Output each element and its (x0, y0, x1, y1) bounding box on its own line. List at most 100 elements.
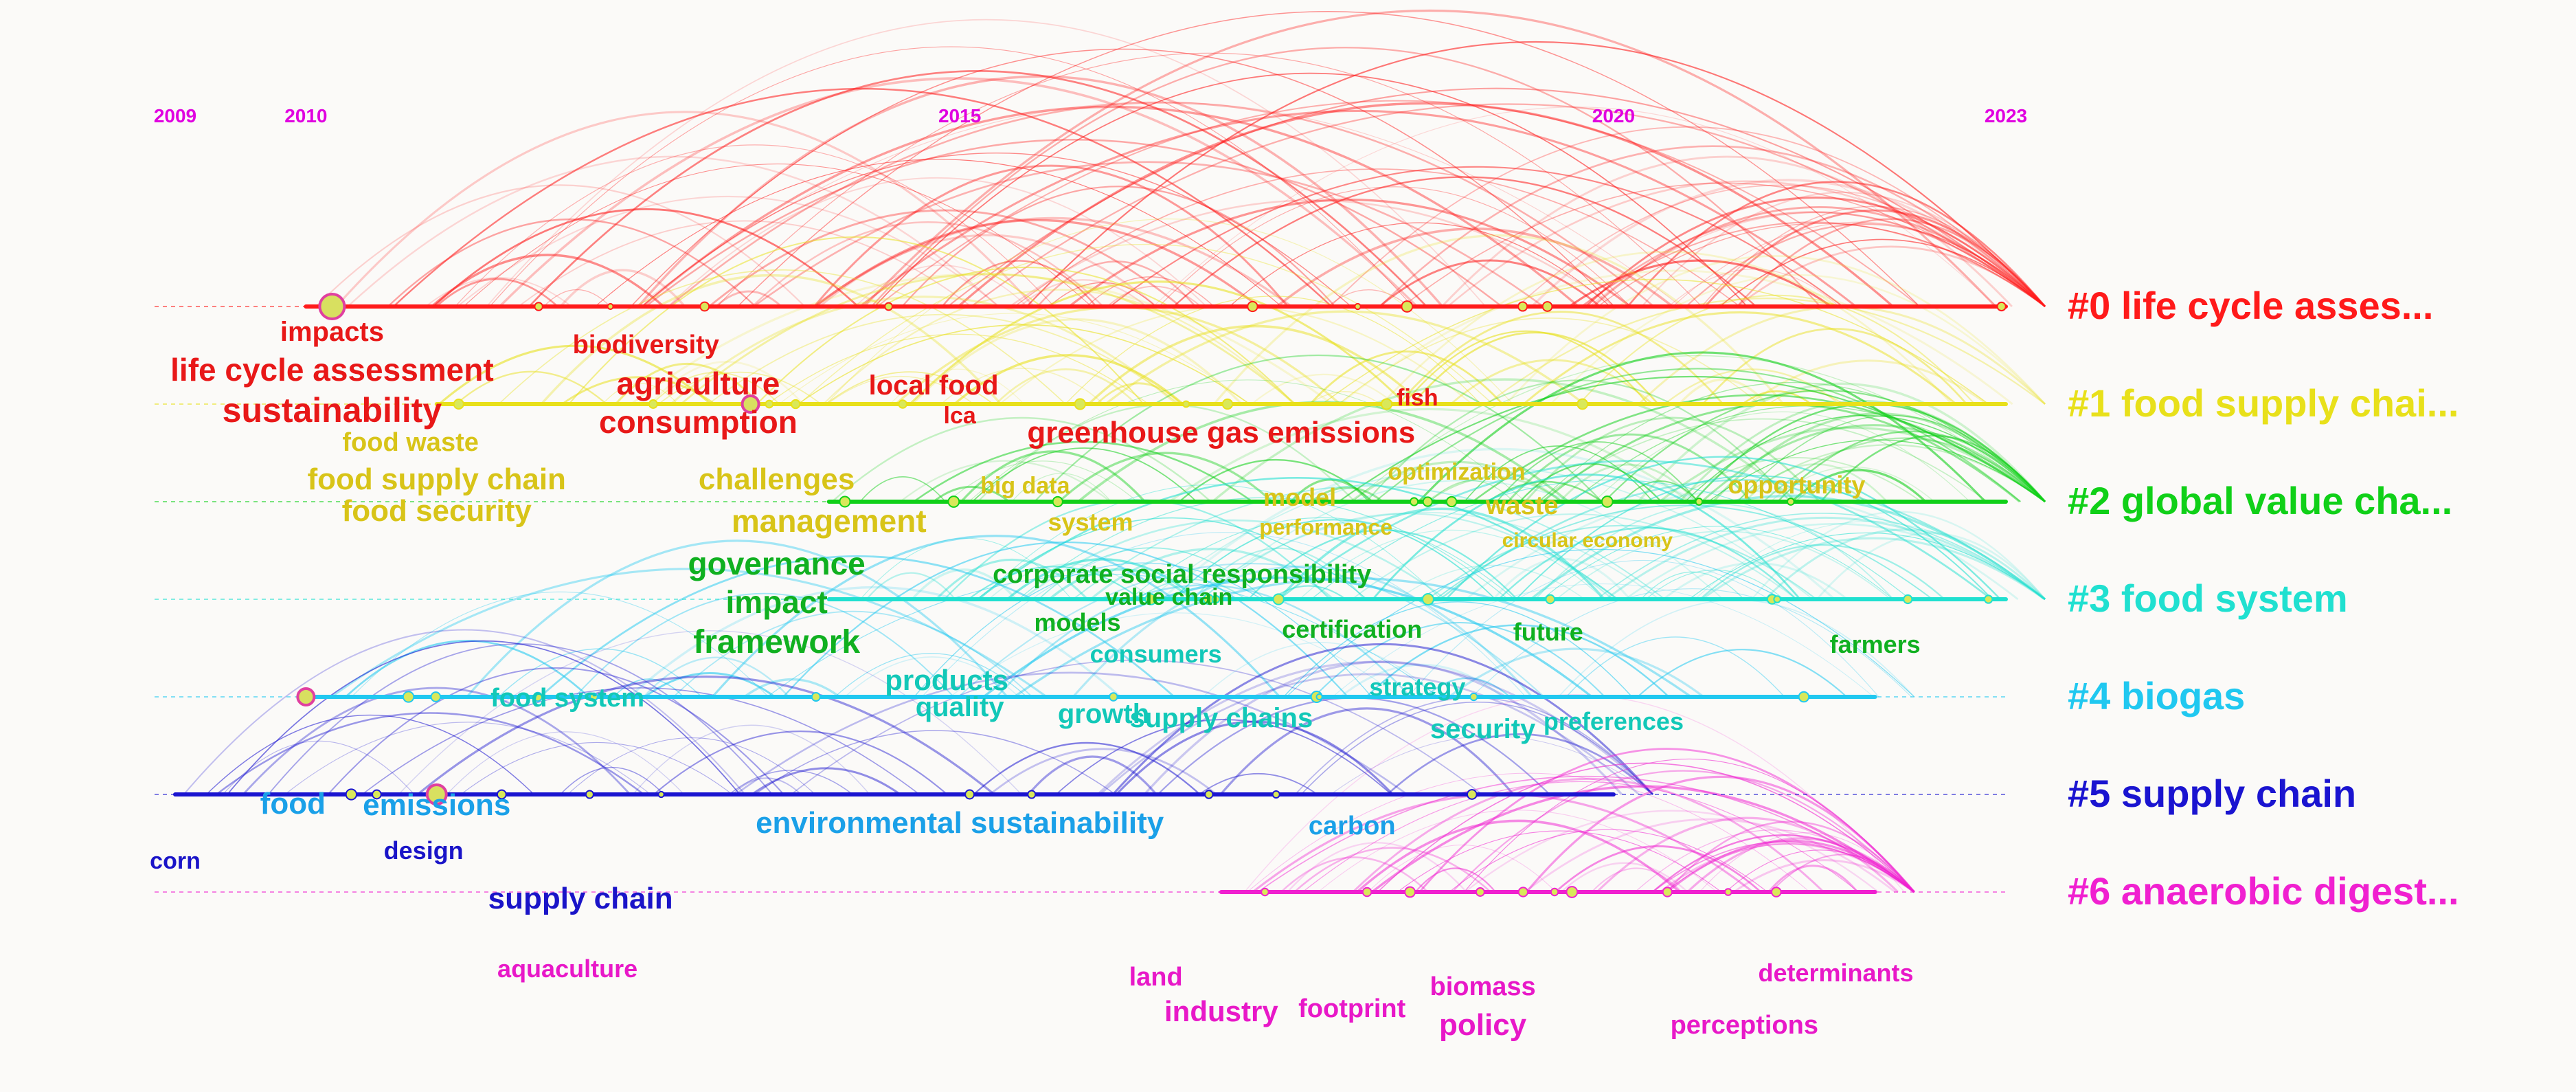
citation-arc (1229, 222, 1611, 307)
citation-arcs (183, 10, 2046, 893)
citation-arc (1096, 660, 1654, 796)
keyword-node (1475, 887, 1485, 897)
citation-arc (1535, 503, 1894, 600)
citation-arc (1087, 325, 1423, 405)
keyword-label: supply chain (488, 882, 673, 915)
citation-arc (1397, 830, 1722, 893)
citation-arc (431, 254, 665, 308)
keyword-node (372, 789, 382, 800)
citation-arc (1439, 479, 2046, 600)
keyword-label: food supply chain (307, 463, 565, 496)
citation-arc (1381, 251, 1953, 405)
citation-arc (1585, 197, 2046, 308)
citation-arc (645, 139, 1502, 307)
citation-arc (1816, 532, 2046, 600)
citation-arc (1702, 328, 1967, 405)
keyword-node (1445, 495, 1458, 508)
keyword-node (532, 691, 543, 702)
citation-arc (498, 269, 1066, 405)
citation-arc (1021, 519, 1447, 601)
citation-arc (1751, 511, 2046, 600)
cluster-label-c2: #2 global value cha... (2068, 479, 2452, 522)
citation-arc (778, 313, 1250, 405)
citation-arc (822, 289, 1294, 405)
citation-arc (1178, 459, 1374, 502)
citation-arc (947, 460, 1138, 502)
citation-arc (1448, 647, 1705, 698)
keyword-label: footprint (1298, 994, 1406, 1023)
keyword-node (1052, 495, 1063, 508)
citation-arc (574, 592, 954, 698)
cluster-label-c3: #3 food system (2068, 577, 2348, 620)
citation-arc (1701, 424, 2046, 503)
citation-arc (1158, 186, 1631, 307)
citation-arc (416, 676, 995, 796)
citation-arc (1708, 439, 2046, 502)
citation-arc (1116, 720, 1394, 796)
citation-arc (901, 186, 1336, 307)
citation-arc (947, 87, 2046, 307)
citation-arc (1463, 758, 1915, 893)
citation-arc (1143, 660, 1623, 796)
citation-arc (673, 610, 1033, 698)
citation-arc (711, 535, 1281, 698)
citation-arc (489, 46, 1413, 307)
citation-arc (1414, 867, 1496, 893)
citation-arc (1605, 516, 2046, 601)
citation-arc (1524, 818, 1896, 893)
citation-arc (935, 559, 1089, 601)
citation-arc (1109, 166, 1844, 307)
keyword-node (1404, 886, 1416, 898)
keyword-label: carbon (1309, 812, 1396, 840)
keyword-label: corporate social responsibility (993, 560, 1371, 589)
citation-arc (1318, 810, 1717, 893)
citation-arc (921, 532, 1526, 698)
citation-arc (913, 441, 1254, 503)
citation-arc (1153, 107, 1997, 307)
citation-arc (1447, 180, 2046, 307)
citation-arc (1505, 255, 2046, 405)
citation-arc (960, 450, 1146, 503)
citation-arc (1550, 274, 2046, 405)
year-label-2020: 2020 (1592, 105, 1635, 126)
keyword-label: perceptions (1671, 1011, 1818, 1040)
citation-arc (1530, 179, 2046, 308)
citation-arc (1340, 663, 1504, 698)
citation-arc (1311, 479, 1911, 600)
citation-arc (1058, 452, 1274, 503)
keyword-label: land (1129, 963, 1183, 992)
citation-arc (667, 177, 1208, 307)
citation-arc (637, 101, 1682, 307)
keyword-label: environmental sustainability (756, 806, 1164, 840)
citation-arc (1770, 466, 1935, 502)
citation-arc (1699, 544, 1945, 600)
keyword-label: biodiversity (573, 331, 719, 359)
keyword-node (1261, 887, 1269, 897)
keyword-label: industry (1164, 995, 1278, 1027)
citation-arc (971, 447, 1197, 502)
citation-arc (1027, 755, 1157, 796)
citation-arc (436, 278, 558, 308)
keyword-label: consumption (599, 404, 798, 440)
citation-arc (1302, 781, 1860, 893)
keyword-label: food (260, 787, 326, 821)
keyword-label: agriculture (617, 366, 780, 401)
keyword-node (1724, 888, 1732, 896)
keyword-label: food security (342, 494, 532, 528)
citation-arc (1213, 234, 1785, 405)
citation-arc (1366, 624, 1670, 698)
citation-arc (1440, 155, 2013, 308)
citation-arc (1627, 181, 2046, 307)
citation-arc (1072, 565, 1533, 698)
citation-arc (1397, 311, 1724, 405)
keyword-label: biomass (1430, 972, 1535, 1001)
citation-arc (1704, 209, 2046, 307)
citation-arc (398, 630, 1022, 795)
citation-arc (1418, 351, 1987, 503)
citation-arc (1640, 571, 1744, 600)
keyword-label: impacts (280, 317, 384, 347)
keyword-label: model (1263, 483, 1336, 511)
year-label-2010: 2010 (284, 105, 327, 126)
citation-arc (637, 75, 1444, 308)
citation-arc (1086, 276, 1214, 307)
